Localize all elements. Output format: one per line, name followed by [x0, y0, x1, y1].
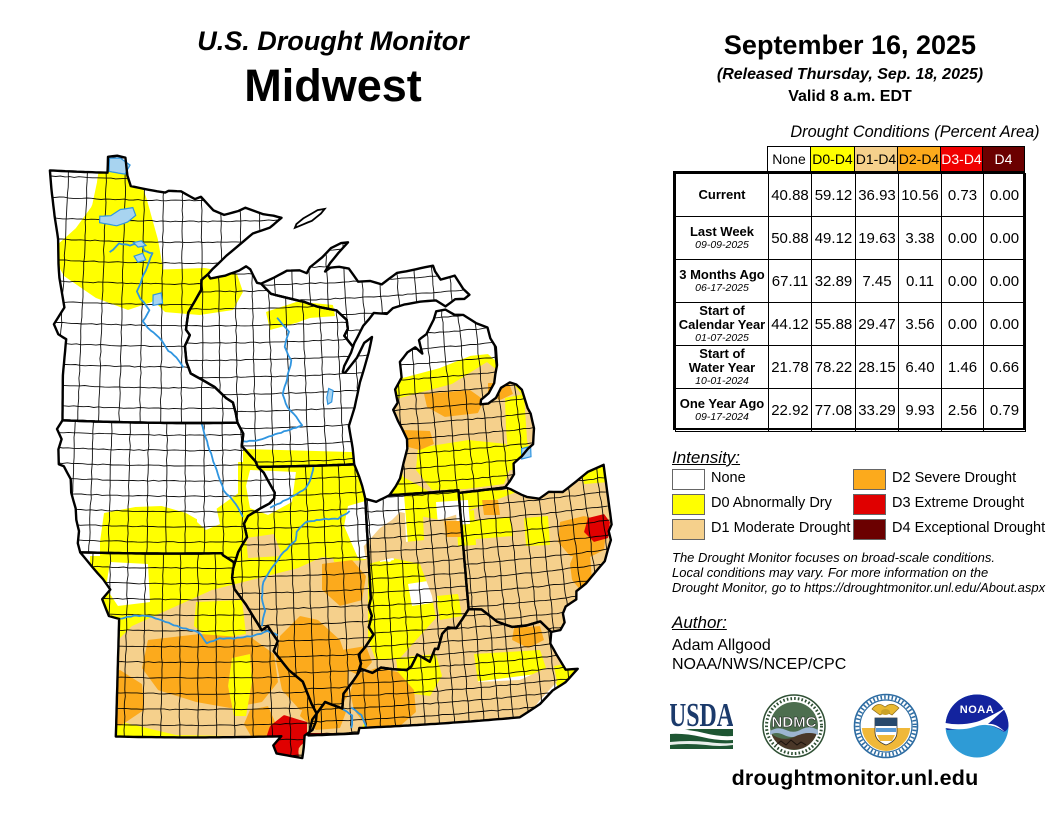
svg-text:NOAA: NOAA [960, 704, 994, 716]
svg-text:USDA: USDA [670, 700, 733, 734]
svg-text:NDMC: NDMC [772, 714, 817, 731]
